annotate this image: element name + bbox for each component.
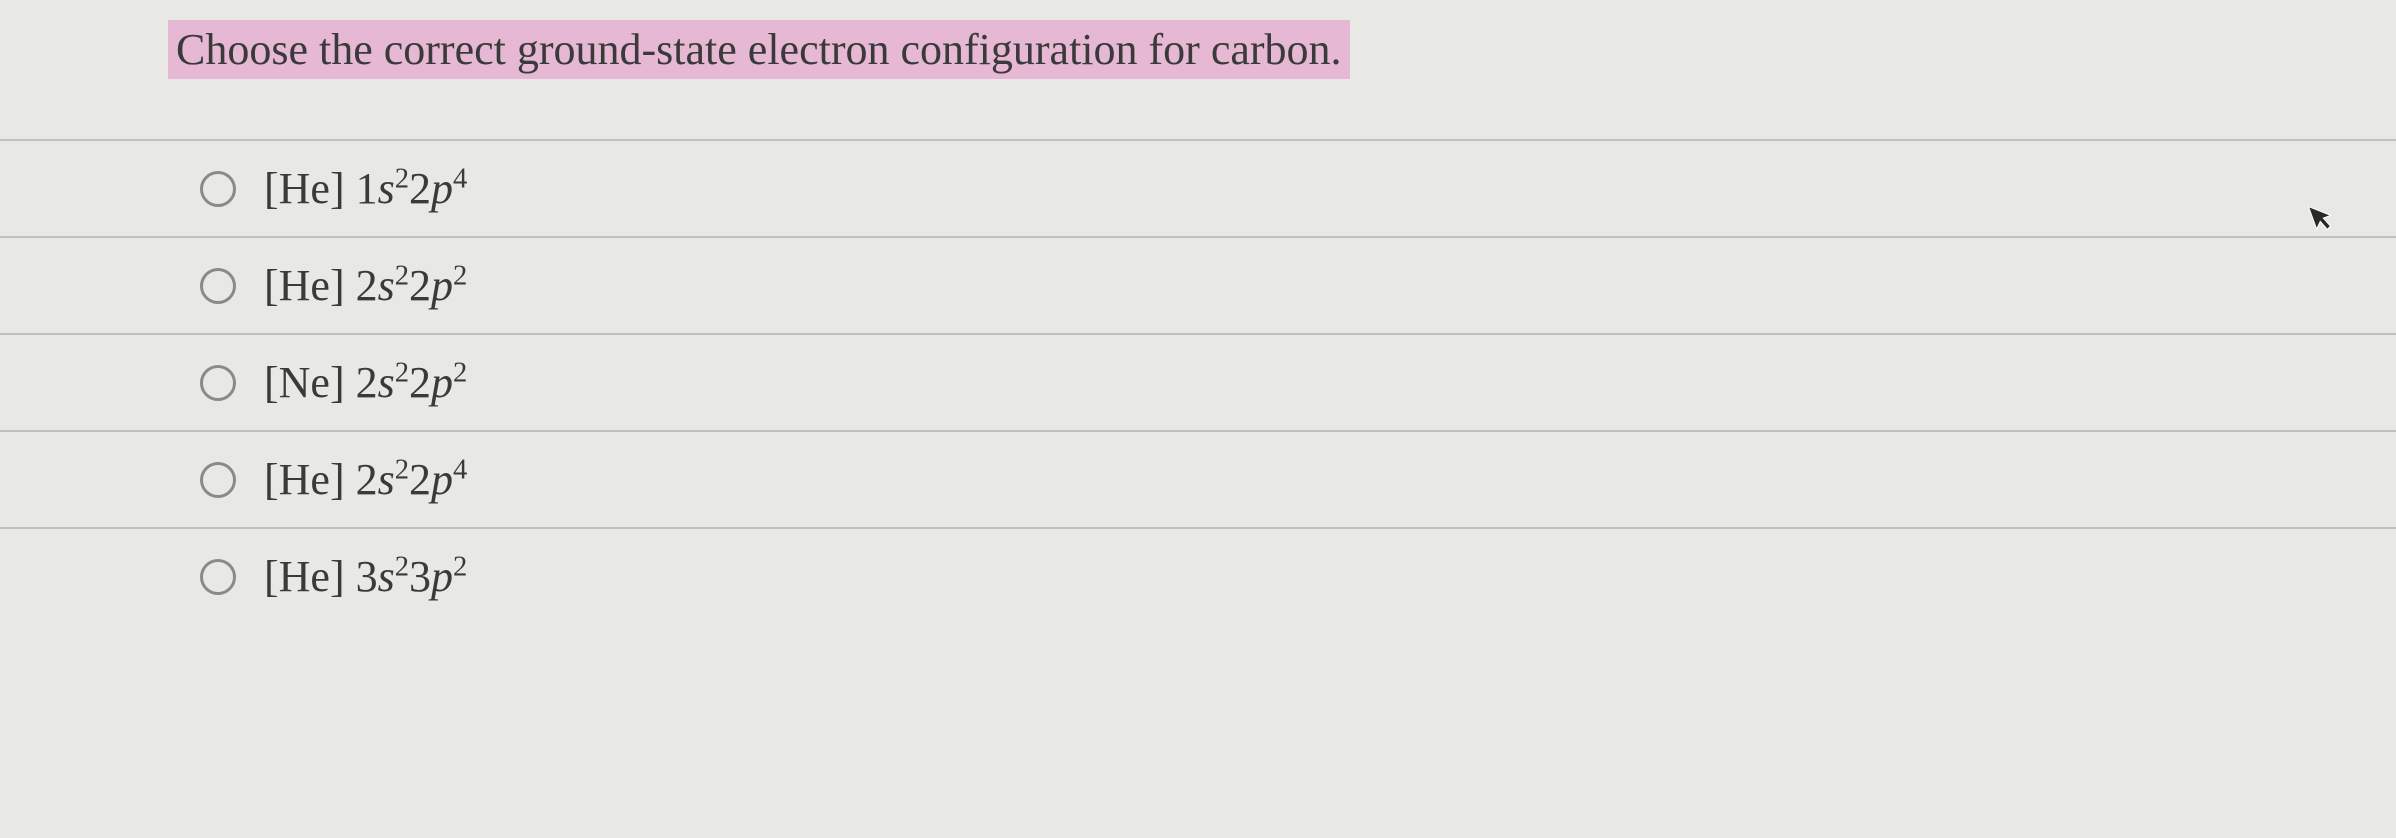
- radio-button[interactable]: [200, 268, 236, 304]
- option-row[interactable]: [He] 1s22p4: [0, 139, 2396, 236]
- option-label: [He] 2s22p2: [264, 260, 467, 311]
- options-list: [He] 1s22p4 [He] 2s22p2 [Ne] 2s22p2 [He]…: [0, 139, 2396, 624]
- option-label: [He] 3s23p2: [264, 551, 467, 602]
- radio-button[interactable]: [200, 171, 236, 207]
- option-row[interactable]: [Ne] 2s22p2: [0, 333, 2396, 430]
- radio-button[interactable]: [200, 559, 236, 595]
- option-row[interactable]: [He] 2s22p2: [0, 236, 2396, 333]
- option-row[interactable]: [He] 2s22p4: [0, 430, 2396, 527]
- question-container: Choose the correct ground-state electron…: [0, 20, 2396, 624]
- option-label: [Ne] 2s22p2: [264, 357, 467, 408]
- radio-button[interactable]: [200, 365, 236, 401]
- option-label: [He] 1s22p4: [264, 163, 467, 214]
- radio-button[interactable]: [200, 462, 236, 498]
- question-prompt: Choose the correct ground-state electron…: [168, 20, 1350, 79]
- option-row[interactable]: [He] 3s23p2: [0, 527, 2396, 624]
- option-label: [He] 2s22p4: [264, 454, 467, 505]
